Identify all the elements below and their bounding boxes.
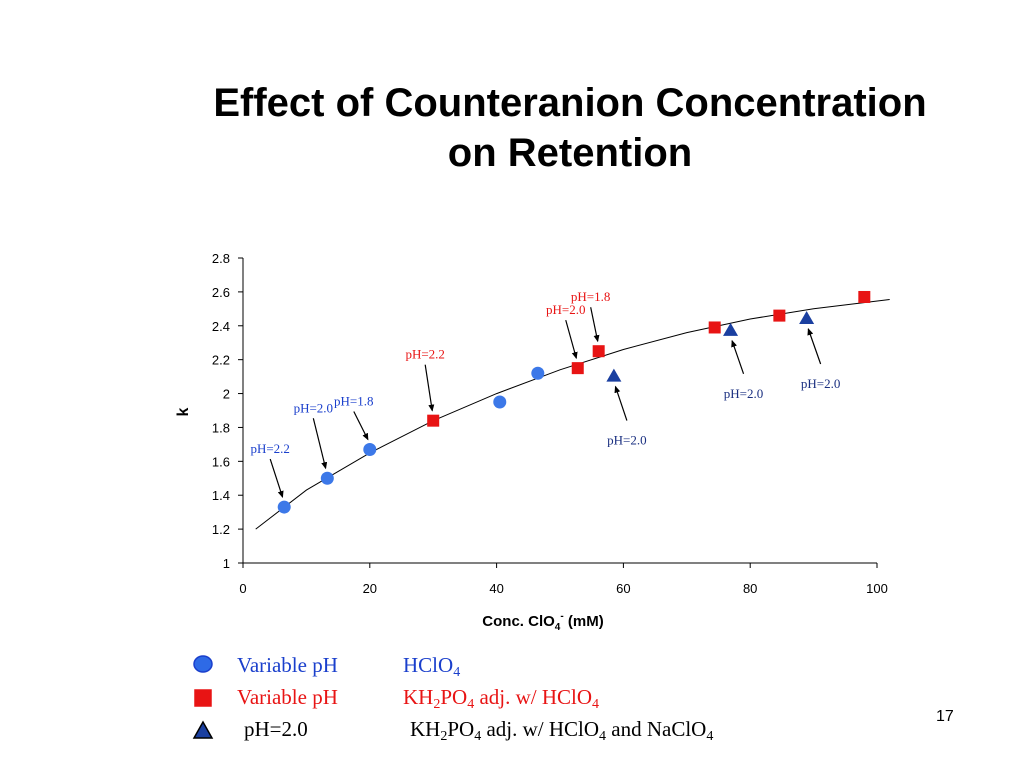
legend-subscript: 2 bbox=[440, 729, 448, 744]
legend-subscript: 4 bbox=[706, 729, 714, 744]
legend-text: PO bbox=[440, 685, 468, 709]
y-tick-label: 1.8 bbox=[212, 420, 230, 435]
x-tick-label: 20 bbox=[363, 581, 377, 596]
legend-text: adj. w/ HClO bbox=[474, 685, 593, 709]
annotation-label: pH=2.0 bbox=[546, 302, 585, 317]
legend-text: and NaClO bbox=[606, 717, 707, 741]
legend-row: Variable pH KH2PO4 adj. w/ HClO4 bbox=[190, 682, 870, 714]
y-tick-label: 1 bbox=[223, 556, 230, 571]
legend-text: HClO bbox=[403, 653, 454, 677]
annotation-arrow bbox=[590, 307, 600, 343]
y-tick-label: 1.4 bbox=[212, 488, 230, 503]
legend-square-icon bbox=[194, 689, 212, 707]
data-point-triangle bbox=[799, 311, 815, 324]
legend-text: KH bbox=[410, 717, 441, 741]
annotation-label: pH=2.2 bbox=[250, 441, 289, 456]
legend-row: pH=2.0 KH2PO4 adj. w/ HClO4 and NaClO4 bbox=[190, 714, 870, 746]
data-point-triangle bbox=[723, 322, 739, 336]
slide-title-line-2: on Retention bbox=[447, 131, 693, 175]
annotation-arrow bbox=[353, 411, 369, 441]
data-point-circle bbox=[277, 500, 291, 514]
x-tick-label: 80 bbox=[743, 581, 757, 596]
legend-circle-icon bbox=[193, 655, 213, 673]
legend-subscript: 4 bbox=[474, 729, 482, 744]
y-tick-label: 2.8 bbox=[212, 251, 230, 266]
legend-buffer: HClO4 bbox=[403, 650, 460, 680]
legend-text: KH bbox=[403, 685, 434, 709]
slide-title-line-1: Effect of Counteranion Concentration bbox=[213, 81, 927, 125]
data-point-square bbox=[708, 321, 721, 334]
legend-row: Variable pH HClO4 bbox=[190, 650, 870, 682]
fit-curve-group bbox=[255, 299, 890, 530]
annotation-label: pH=1.8 bbox=[571, 289, 610, 304]
legend-subscript: 4 bbox=[467, 697, 475, 712]
x-tick-label: 40 bbox=[489, 581, 503, 596]
annotation-arrow bbox=[807, 328, 822, 365]
annotation-group: pH=2.2pH=2.0 pH=1.8pH=2.2pH=2.0pH=1.8pH=2… bbox=[250, 289, 840, 499]
data-point-square bbox=[427, 414, 440, 427]
legend-triangle-icon bbox=[192, 720, 214, 739]
data-point-square bbox=[571, 362, 584, 375]
y-tick-label: 2 bbox=[223, 387, 230, 402]
legend-subscript: 4 bbox=[453, 665, 461, 680]
data-point-circle bbox=[363, 442, 377, 456]
y-tick-label: 1.2 bbox=[212, 522, 230, 537]
annotation-label: pH=2.0 bbox=[724, 386, 763, 401]
y-tick-label: 2.6 bbox=[212, 285, 230, 300]
x-tick-label: 60 bbox=[616, 581, 630, 596]
y-tick-label: 1.6 bbox=[212, 454, 230, 469]
data-point-circle bbox=[320, 471, 334, 485]
legend-text: PO bbox=[447, 717, 475, 741]
legend-subscript: 2 bbox=[433, 697, 441, 712]
y-tick-label: 2.4 bbox=[212, 319, 230, 334]
annotation-arrow bbox=[565, 319, 578, 360]
page-number: 17 bbox=[936, 708, 954, 725]
data-point-square bbox=[592, 345, 605, 358]
annotation-arrow bbox=[731, 339, 745, 375]
annotation-label: pH=2.0 bbox=[801, 376, 840, 391]
annotation-label: pH=2.0 bbox=[607, 433, 646, 448]
legend-text: adj. w/ HClO bbox=[481, 717, 600, 741]
data-point-circle bbox=[531, 366, 545, 380]
annotation-arrow bbox=[269, 458, 284, 499]
y-tick-label: 2.2 bbox=[212, 353, 230, 368]
annotation-arrow bbox=[614, 385, 628, 421]
legend-condition: Variable pH bbox=[237, 685, 338, 709]
annotation-arrow bbox=[424, 364, 435, 412]
x-axis-label-main: Conc. ClO bbox=[482, 613, 555, 630]
legend: Variable pH HClO4 Variable pH KH2PO4 adj. w… bbox=[190, 650, 870, 746]
x-axis-label-sup: - bbox=[560, 611, 563, 622]
x-axis-label-sub: 4 bbox=[555, 622, 561, 633]
x-axis-label-tail: (mM) bbox=[564, 613, 604, 630]
data-point-square bbox=[858, 290, 871, 303]
y-axis-label: k bbox=[175, 407, 192, 416]
x-tick-label: 100 bbox=[866, 581, 888, 596]
x-tick-label: 0 bbox=[239, 581, 246, 596]
legend-subscript: 4 bbox=[592, 697, 600, 712]
annotation-arrow bbox=[312, 418, 328, 470]
legend-condition: Variable pH bbox=[237, 653, 338, 677]
annotation-label: pH=2.2 bbox=[405, 347, 444, 362]
legend-subscript: 4 bbox=[599, 729, 607, 744]
data-point-circle bbox=[493, 395, 507, 409]
x-axis-label: Conc. ClO4- (mM) bbox=[482, 611, 603, 633]
legend-condition: pH=2.0 bbox=[244, 717, 308, 741]
annotation-label: pH=2.0 bbox=[294, 400, 333, 415]
legend-buffer: KH2PO4 adj. w/ HClO4 bbox=[403, 682, 599, 712]
slide-title: Effect of Counteranion Concentration on … bbox=[150, 78, 990, 178]
data-point-triangle bbox=[606, 368, 622, 382]
data-points bbox=[277, 290, 871, 514]
data-point-square bbox=[773, 309, 786, 322]
fit-curve bbox=[255, 299, 890, 530]
legend-buffer: KH2PO4 adj. w/ HClO4 and NaClO4 bbox=[410, 714, 713, 744]
chart-axes: 1 1.2 1.4 1.6 1.8 2 2.2 2.4 2.6 2.8 0 20 40 60 80 100 bbox=[212, 251, 888, 596]
annotation-label: pH=1.8 bbox=[334, 393, 373, 408]
